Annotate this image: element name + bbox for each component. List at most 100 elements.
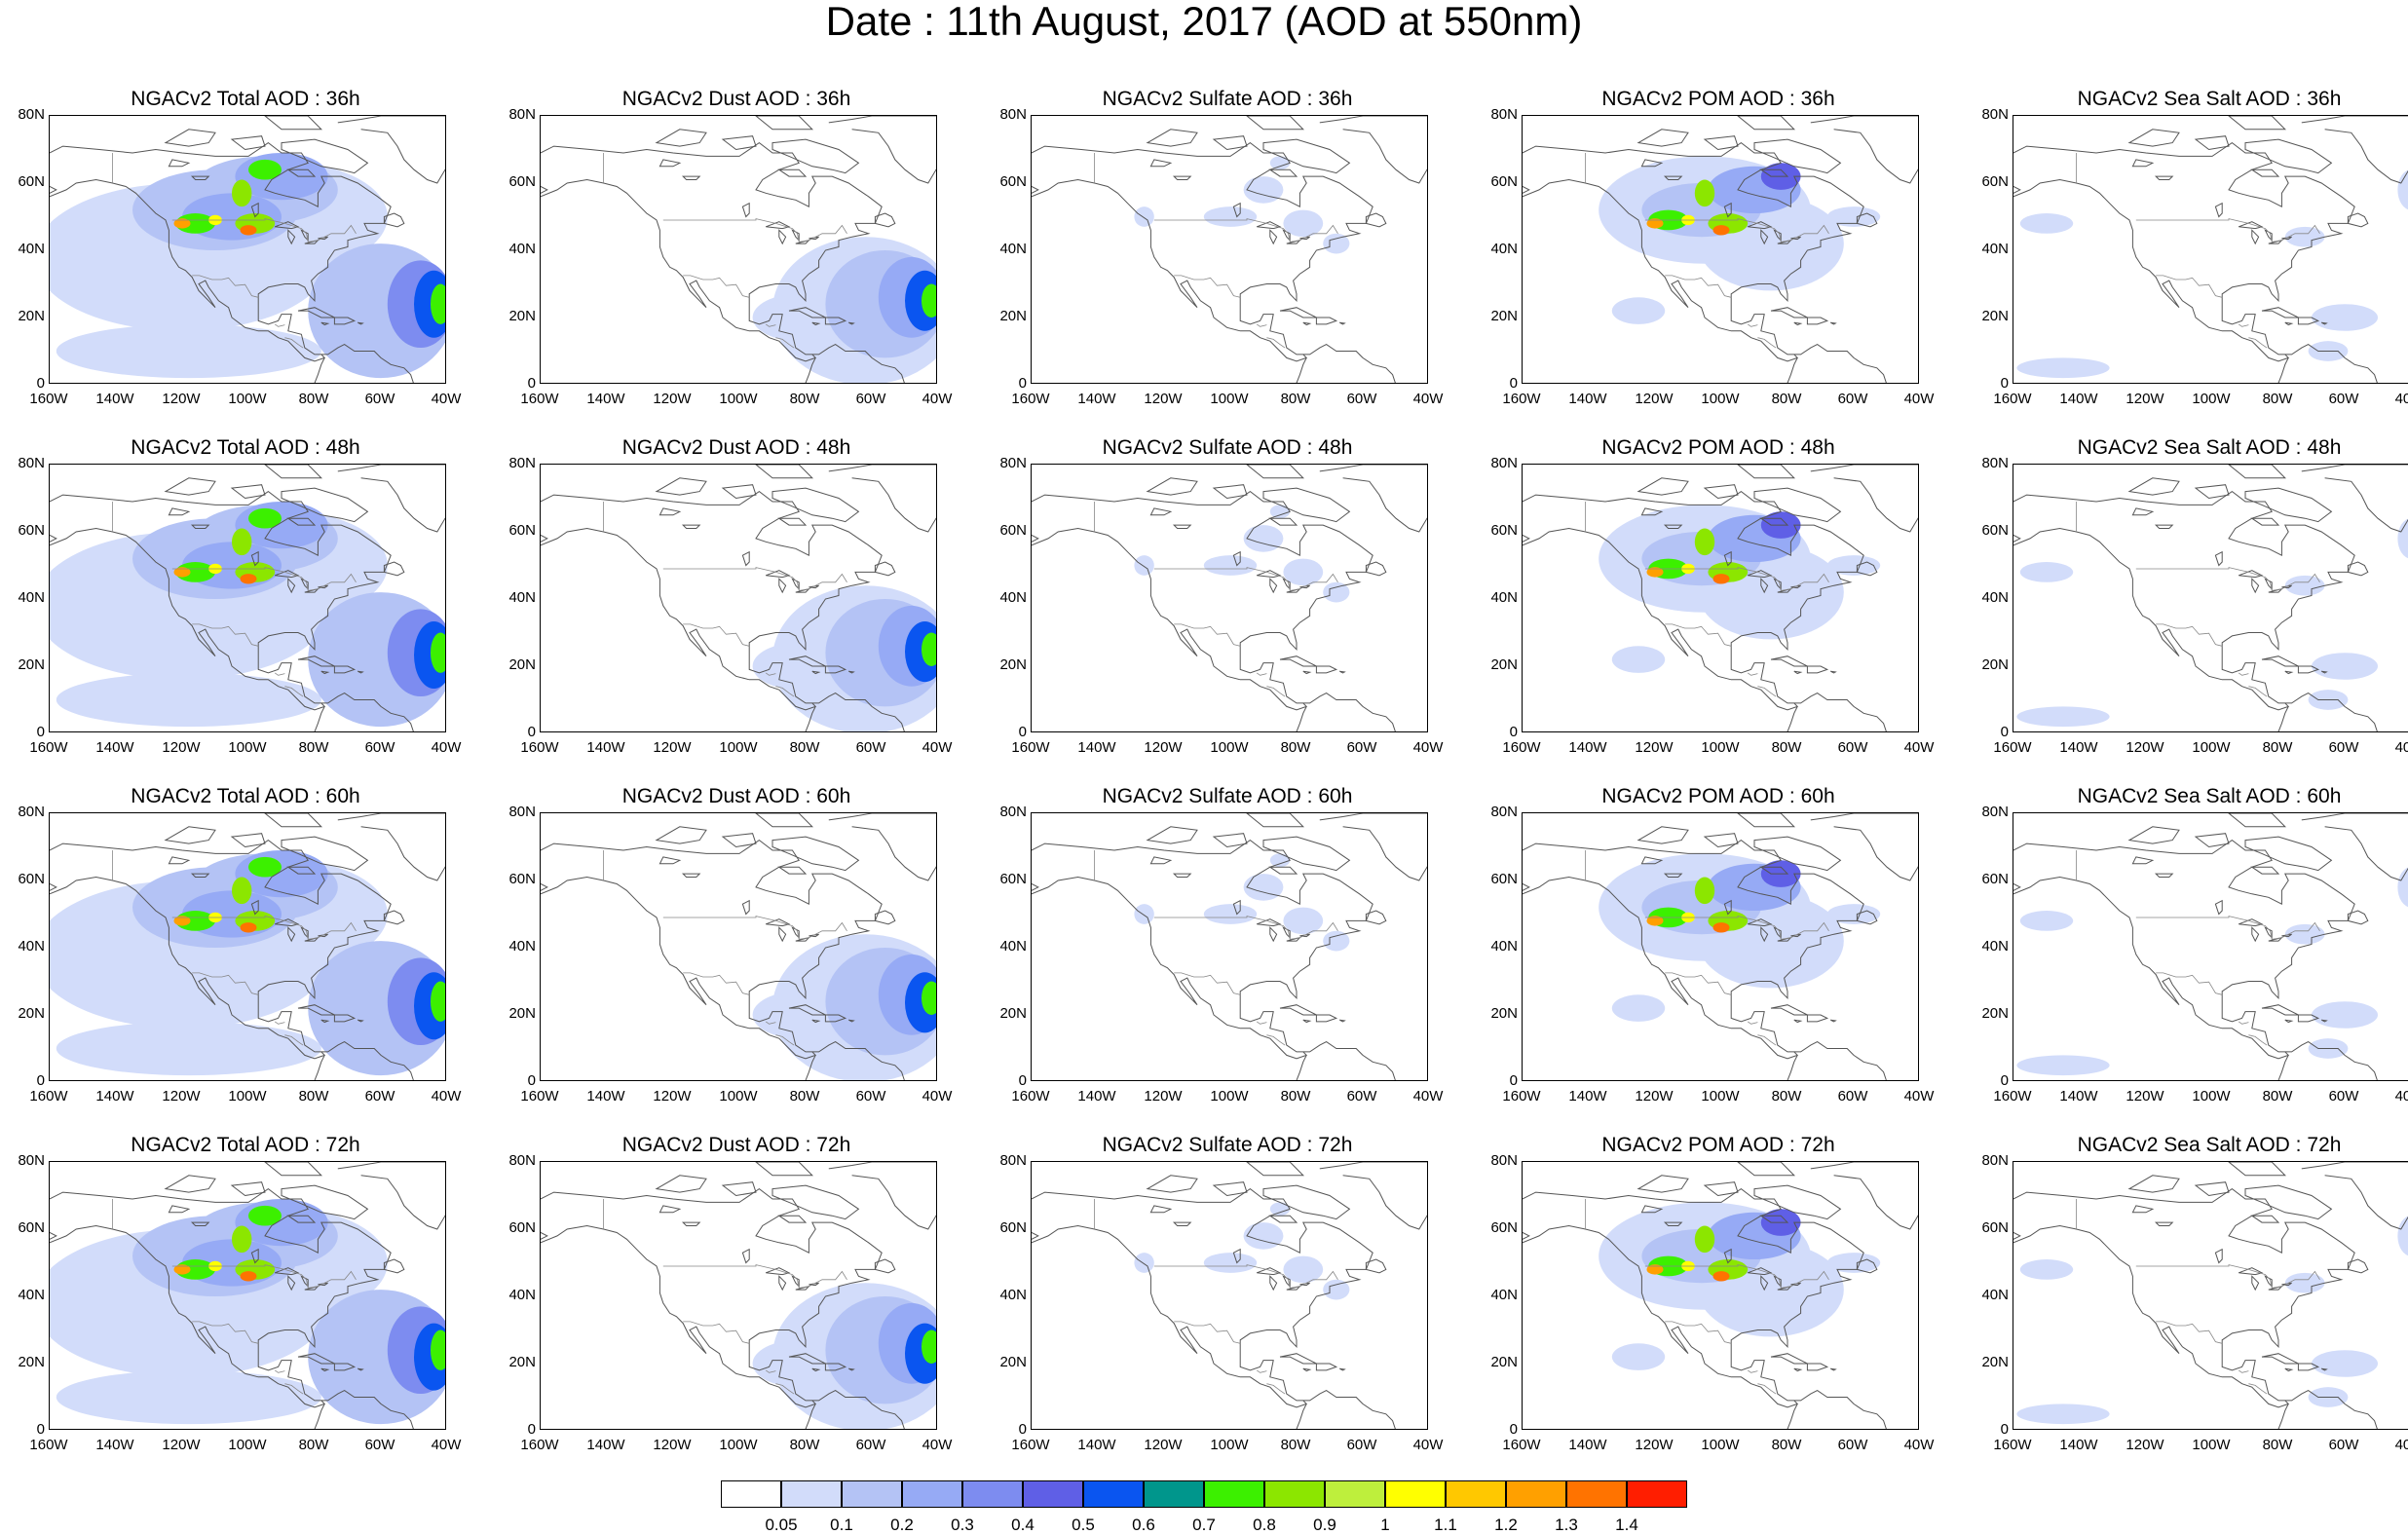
coastline <box>1787 706 1798 731</box>
coastline <box>2244 487 2333 523</box>
lake-outline <box>1760 1275 1769 1292</box>
coastline <box>1365 910 1387 925</box>
lon-tick-label: 80W <box>1280 1088 1311 1104</box>
aod-field <box>1646 916 1664 926</box>
aod-field <box>431 981 445 1022</box>
aod-field <box>2397 169 2408 210</box>
lon-tick-label: 40W <box>431 1437 462 1453</box>
country-border <box>1757 1383 1777 1395</box>
coastline <box>286 517 317 526</box>
coastline <box>264 1162 322 1177</box>
coastline <box>1793 1367 1803 1372</box>
coastline <box>721 484 757 500</box>
lake-outline <box>795 587 811 593</box>
lake-outline <box>2154 1221 2174 1226</box>
country-border <box>2238 672 2249 676</box>
lat-tick-label: 0 <box>2000 375 2009 392</box>
lake-outline <box>1640 507 1664 516</box>
map-plot-area <box>540 812 937 1081</box>
lake-outline <box>2251 926 2260 943</box>
map-panel: NGACv2 Sea Salt AOD : 36h 80N 60N 40N 20N 0 16… <box>1966 88 2408 419</box>
lat-tick-label: 80N <box>18 804 45 820</box>
coastline <box>1770 1004 1808 1016</box>
lat-tick-label: 60N <box>1981 522 2009 539</box>
aod-field <box>175 1259 216 1280</box>
lon-tick-label: 160W <box>520 1437 559 1453</box>
coastline <box>1759 1215 1789 1223</box>
lat-tick-label: 80N <box>1490 1152 1518 1169</box>
coastline <box>2301 116 2408 184</box>
map-plot-area <box>1031 1161 1428 1430</box>
coastline <box>721 833 757 848</box>
coastline <box>1703 833 1739 848</box>
coastline <box>164 129 216 147</box>
coastline <box>1759 168 1789 177</box>
lon-tick-label: 120W <box>2126 391 2164 407</box>
lat-tick-label: 40N <box>1490 1287 1518 1303</box>
lake-outline <box>2154 175 2174 180</box>
lat-tick-label: 0 <box>2000 1421 2009 1438</box>
lon-tick-label: 40W <box>1412 739 1444 756</box>
coastline <box>1262 836 1351 872</box>
lat-tick-label: 40N <box>1490 589 1518 606</box>
panel-title: NGACv2 POM AOD : 72h <box>1601 1134 1835 1156</box>
coastline <box>2284 1019 2294 1024</box>
lake-outline <box>766 918 791 927</box>
colorbar-swatch <box>902 1480 962 1508</box>
coastline <box>1793 693 1887 731</box>
coastline <box>1793 1390 1887 1429</box>
colorbar-swatch <box>721 1480 781 1508</box>
colorbar-label: 0.4 <box>1011 1516 1035 1534</box>
aod-field <box>240 225 257 236</box>
lake-outline <box>658 856 682 865</box>
country-border <box>662 1264 847 1289</box>
coastline <box>320 321 330 326</box>
panel-title: NGACv2 Sulfate AOD : 48h <box>1102 436 1353 459</box>
lake-outline <box>1232 899 1241 916</box>
aod-field <box>175 562 216 582</box>
lake-outline <box>1269 229 1278 245</box>
coastline <box>2301 1162 2408 1230</box>
aod-field <box>1694 528 1715 556</box>
coastline <box>2228 813 2286 828</box>
aod-field <box>2397 518 2408 559</box>
coastline <box>1810 1162 1918 1230</box>
aod-field <box>2312 304 2378 331</box>
country-border <box>2248 686 2268 697</box>
lat-tick-label: 60N <box>508 522 536 539</box>
aod-field <box>1712 1271 1730 1282</box>
coastline <box>874 212 896 228</box>
lake-outline <box>741 550 750 567</box>
coastline <box>164 1175 216 1193</box>
country-border <box>192 1321 259 1344</box>
lon-tick-label: 100W <box>719 739 758 756</box>
coastline <box>1296 1404 1307 1429</box>
lat-tick-label: 80N <box>1490 455 1518 471</box>
lake-outline <box>766 1267 791 1276</box>
lake-outline <box>1257 221 1282 230</box>
lat-tick-label: 20N <box>508 308 536 324</box>
coastline <box>314 1055 325 1080</box>
lon-tick-label: 40W <box>431 1088 462 1104</box>
aod-field <box>175 911 216 931</box>
coastline <box>1212 484 1248 500</box>
lat-tick-label: 20N <box>1490 1354 1518 1370</box>
coastline <box>541 141 883 362</box>
panel-title: NGACv2 Sulfate AOD : 72h <box>1102 1134 1353 1156</box>
coastline <box>357 321 364 325</box>
country-border <box>2135 916 2320 940</box>
lake-outline <box>250 202 259 218</box>
colorbar-swatch <box>1083 1480 1144 1508</box>
lon-tick-label: 60W <box>2328 1437 2359 1453</box>
coastline <box>2250 168 2280 177</box>
lon-tick-label: 80W <box>1280 391 1311 407</box>
map-panel: NGACv2 Sulfate AOD : 60h 80N 60N 40N 20N 0 160… <box>984 785 1471 1116</box>
lake-outline <box>304 587 320 593</box>
lake-outline <box>190 524 210 529</box>
lon-tick-label: 120W <box>1144 739 1183 756</box>
country-border <box>1665 1321 1732 1344</box>
lake-outline <box>1723 550 1732 567</box>
lake-outline <box>2268 239 2284 244</box>
lake-outline <box>1149 856 1173 865</box>
country-border <box>1644 1264 1829 1289</box>
